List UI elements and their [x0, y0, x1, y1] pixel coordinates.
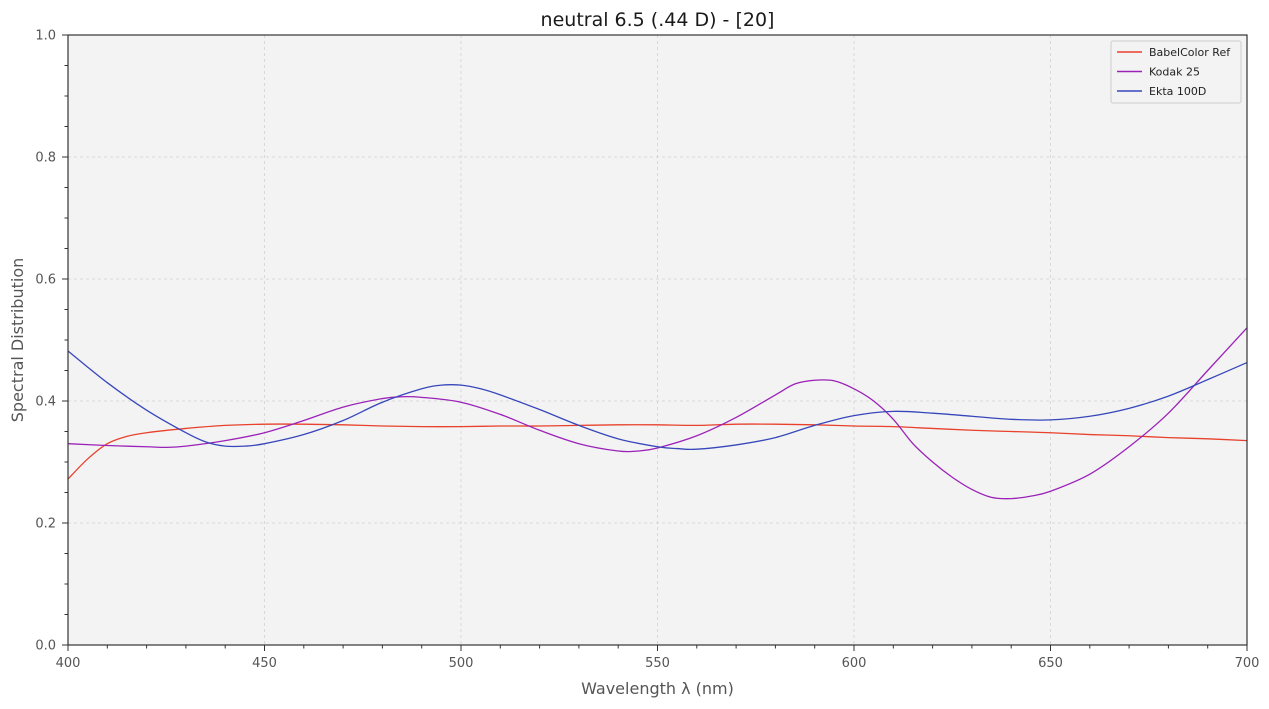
y-tick-label: 0.6: [35, 273, 56, 288]
plot-area: [68, 35, 1247, 645]
chart-title: neutral 6.5 (.44 D) - [20]: [541, 9, 775, 31]
ticks: 400 450 500 550 600 650 700 0.0 0.2 0.4 0.6 0.8 1.0: [35, 29, 1259, 672]
x-axis-label: Wavelength λ (nm): [581, 679, 734, 698]
y-tick-label: 0.8: [35, 151, 56, 166]
x-tick-label: 550: [645, 656, 670, 671]
y-axis-label: Spectral Distribution: [8, 258, 27, 422]
y-tick-label: 0.0: [35, 639, 56, 654]
x-tick-label: 500: [449, 656, 474, 671]
y-tick-label: 1.0: [35, 29, 56, 44]
x-tick-label: 650: [1038, 656, 1063, 671]
x-tick-label: 400: [56, 656, 81, 671]
y-tick-label: 0.2: [35, 517, 56, 532]
legend-label: Kodak 25: [1149, 66, 1200, 79]
x-tick-label: 450: [252, 656, 277, 671]
legend-label: Ekta 100D: [1149, 85, 1206, 98]
legend: BabelColor Ref Kodak 25 Ekta 100D: [1110, 40, 1242, 104]
series-layer: [67, 327, 1248, 500]
series-line-kodak-25: [67, 327, 1248, 500]
legend-label: BabelColor Ref: [1149, 46, 1231, 59]
legend-box: [1110, 40, 1242, 104]
y-tick-label: 0.4: [35, 395, 56, 410]
series-line-babelcolor-ref: [67, 423, 1248, 480]
x-tick-label: 600: [842, 656, 867, 671]
series-line-ekta-100d: [67, 350, 1248, 451]
grid: [68, 35, 1247, 645]
x-tick-label: 700: [1235, 656, 1260, 671]
